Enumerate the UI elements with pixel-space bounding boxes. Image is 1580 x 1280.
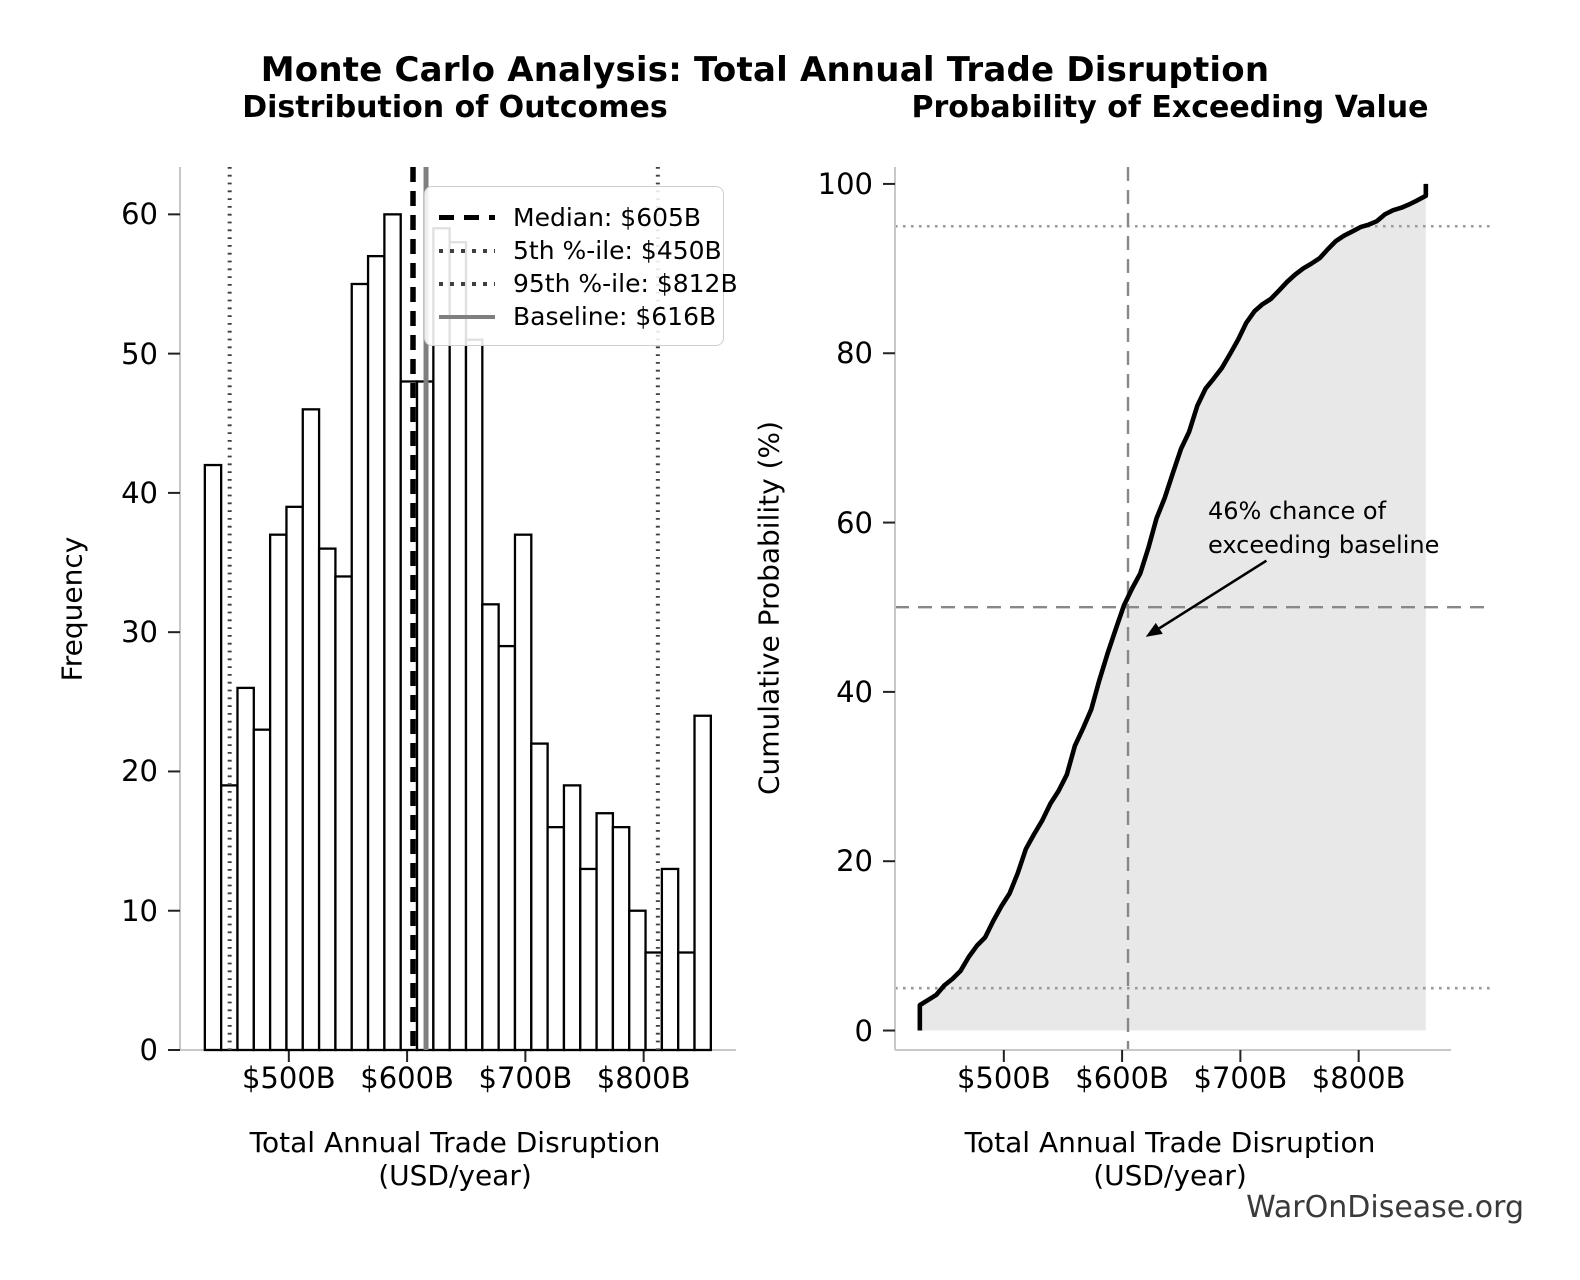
histogram-bar	[268, 533, 288, 1052]
solid-line-icon	[439, 314, 495, 319]
watermark: WarOnDisease.org	[1246, 1190, 1524, 1225]
x-tick-label: $700B	[478, 1061, 573, 1095]
x-tick-label: $800B	[596, 1061, 691, 1095]
legend-label: Median: $605B	[513, 203, 702, 232]
histogram-bar	[677, 951, 696, 1052]
histogram-bar	[317, 547, 337, 1052]
legend-item-baseline: Baseline: $616B	[439, 300, 716, 333]
y-tick-label: 0	[854, 1013, 873, 1048]
y-tick-label: 50	[121, 336, 158, 371]
y-tick-label: 10	[121, 893, 158, 928]
dotted-line-icon	[439, 281, 495, 286]
dashed-line-icon	[439, 215, 495, 220]
histogram-bar	[611, 826, 631, 1052]
cdf-y-axis-label: Cumulative Probability (%)	[752, 420, 786, 796]
y-tick-label: 30	[121, 615, 158, 650]
legend-box: Median: $605B 5th %-ile: $450B 95th %-il…	[424, 186, 738, 346]
histogram-bar	[432, 227, 451, 1052]
histogram-bar	[203, 463, 223, 1052]
main-title: Monte Carlo Analysis: Total Annual Trade…	[260, 50, 1270, 90]
histogram-bar	[562, 784, 582, 1052]
histogram-bar	[513, 533, 533, 1052]
y-tick-label: 20	[836, 844, 873, 879]
histogram-bar	[693, 714, 712, 1052]
y-tick-label: 40	[121, 475, 158, 510]
legend-label: 95th %-ile: $812B	[513, 269, 738, 298]
y-tick-label: 60	[836, 505, 873, 540]
legend-label: 5th %-ile: $450B	[513, 236, 722, 265]
legend-item-median: Median: $605B	[439, 201, 707, 234]
histogram-y-axis-label: Frequency	[55, 536, 89, 682]
histogram-bar	[334, 575, 353, 1052]
histogram-bar	[497, 644, 517, 1052]
histogram-title: Distribution of Outcomes	[242, 90, 668, 125]
x-tick-label: $600B	[360, 1061, 454, 1095]
x-tick-label: $800B	[1311, 1061, 1406, 1095]
annotation-arrow-head	[1145, 622, 1163, 637]
histogram-bar	[595, 812, 615, 1052]
histogram-bar	[481, 603, 500, 1052]
histogram-bar	[236, 686, 255, 1052]
histogram-bar	[644, 951, 664, 1052]
histogram-bar	[660, 867, 680, 1052]
legend-label: Baseline: $616B	[513, 302, 717, 331]
legend-item-5th-percentile: 5th %-ile: $450B	[439, 234, 722, 267]
histogram-bar	[383, 213, 402, 1052]
histogram-bar	[350, 282, 370, 1052]
y-tick-label: 0	[139, 1033, 158, 1067]
y-tick-label: 60	[121, 197, 158, 232]
x-tick-label: $700B	[1193, 1061, 1288, 1095]
y-tick-label: 20	[121, 754, 158, 789]
histogram-bar	[285, 505, 304, 1052]
y-tick-label: 40	[836, 674, 873, 709]
histogram-x-axis-label: Total Annual Trade Disruption (USD/year)	[249, 1126, 661, 1192]
cdf-curve	[917, 183, 1429, 1031]
y-tick-label: 100	[817, 166, 873, 201]
histogram-bar	[546, 826, 566, 1052]
histogram-bar	[628, 909, 647, 1052]
histogram-bar	[252, 728, 272, 1052]
dotted-line-icon	[439, 248, 495, 253]
cdf-x-axis-label: Total Annual Trade Disruption (USD/year)	[964, 1126, 1376, 1192]
histogram-bar	[464, 338, 484, 1052]
y-tick-label: 80	[836, 336, 873, 371]
legend-item-95th-percentile: 95th %-ile: $812B	[439, 267, 738, 300]
cdf-annotation-text: 46% chance of exceeding baseline	[1208, 497, 1440, 559]
histogram-bar	[579, 867, 598, 1052]
annotation-arrow-line	[1158, 559, 1268, 630]
histogram-bar	[530, 742, 549, 1052]
cdf-title: Probability of Exceeding Value	[911, 90, 1429, 125]
histogram-bar	[448, 241, 468, 1052]
x-tick-label: $500B	[241, 1061, 336, 1095]
histogram-bar	[366, 254, 386, 1052]
x-tick-label: $600B	[1075, 1061, 1169, 1095]
x-tick-label: $500B	[956, 1061, 1051, 1095]
histogram-bar	[301, 408, 321, 1052]
